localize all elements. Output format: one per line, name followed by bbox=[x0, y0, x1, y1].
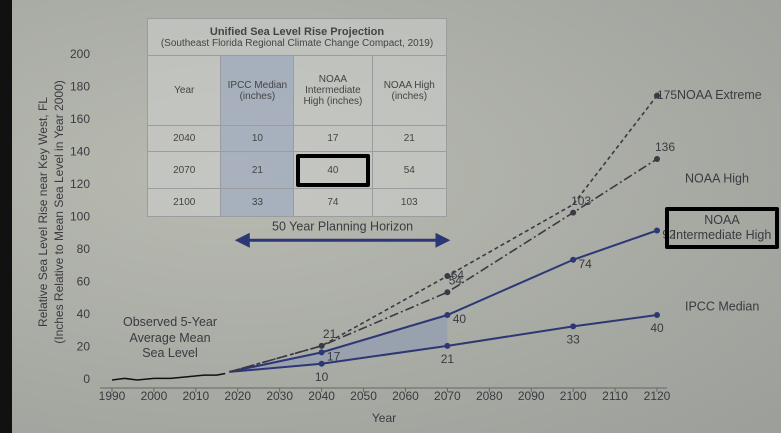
x-tick-label: 1990 bbox=[99, 389, 126, 403]
series-name-box: NOAA Intermediate High bbox=[663, 205, 781, 251]
y-tick-label: 160 bbox=[70, 112, 90, 126]
table-cell: 2040 bbox=[146, 125, 222, 152]
y-tick-label: 0 bbox=[83, 372, 90, 386]
data-label: 10 bbox=[315, 370, 329, 384]
x-tick-label: 2040 bbox=[308, 389, 335, 403]
table-cell: 21 bbox=[220, 151, 295, 189]
table-cell: NOAA High (inches) bbox=[371, 55, 448, 126]
y-tick-label: 120 bbox=[70, 177, 90, 191]
x-tick-label: 2120 bbox=[644, 389, 671, 403]
table-cell: 33 bbox=[220, 188, 295, 217]
data-label: 64 bbox=[451, 268, 465, 282]
data-label: 21 bbox=[323, 327, 337, 341]
y-axis-label: (Inches Relative to Mean Sea Level in Ye… bbox=[52, 80, 66, 344]
data-point bbox=[318, 349, 325, 356]
data-label: 92 bbox=[662, 228, 676, 242]
table-cell: 54 bbox=[371, 151, 448, 189]
table-cell: 74 bbox=[293, 188, 373, 217]
data-point bbox=[318, 360, 325, 367]
x-tick-label: 2020 bbox=[224, 389, 251, 403]
table-cell: 10 bbox=[220, 125, 295, 152]
data-point bbox=[570, 323, 577, 330]
series-name: NOAA Extreme bbox=[677, 88, 762, 102]
table-cell: 2070 bbox=[146, 151, 222, 189]
table-row: 2100 33 74 103 bbox=[146, 188, 448, 217]
table-subtitle: (Southeast Florida Regional Climate Chan… bbox=[160, 37, 434, 49]
data-point bbox=[654, 227, 660, 234]
table-cell: NOAA Intermediate High (inches) bbox=[293, 55, 373, 126]
y-tick-label: 60 bbox=[77, 275, 91, 289]
x-tick-label: 2030 bbox=[266, 389, 293, 403]
series-name: NOAA Intermediate High bbox=[663, 205, 781, 251]
table-cell: 103 bbox=[371, 188, 448, 217]
x-tick-label: 2050 bbox=[350, 389, 377, 403]
observed-note: Observed 5-Year Average Mean Sea Level bbox=[122, 315, 218, 361]
observed-line bbox=[111, 372, 226, 381]
data-label: 54 bbox=[449, 273, 463, 287]
x-tick-label: 2110 bbox=[602, 389, 628, 403]
horizon-label: 50 Year Planning Horizon bbox=[272, 220, 413, 234]
table-title: Unified Sea Level Rise Projection bbox=[209, 25, 385, 38]
data-point bbox=[654, 156, 660, 162]
x-tick-label: 2060 bbox=[392, 389, 419, 403]
table-cell: 17 bbox=[293, 125, 373, 152]
y-tick-label: 80 bbox=[77, 242, 91, 256]
projection-table: Unified Sea Level Rise Projection (South… bbox=[146, 18, 448, 217]
frame-edge bbox=[0, 0, 12, 433]
data-point bbox=[444, 273, 451, 279]
data-point bbox=[654, 312, 660, 318]
data-label: 175 bbox=[657, 88, 677, 102]
data-label: 74 bbox=[578, 257, 592, 271]
series-name: IPCC Median bbox=[685, 299, 759, 313]
observed-label: Observed 5-Year Average Mean Sea Level bbox=[122, 315, 218, 361]
data-point bbox=[444, 342, 451, 349]
data-point bbox=[570, 209, 577, 216]
table-caption: Unified Sea Level Rise Projection (South… bbox=[147, 18, 447, 56]
data-point bbox=[318, 342, 325, 349]
data-point bbox=[570, 256, 577, 263]
x-tick-label: 2090 bbox=[518, 389, 545, 403]
table-row: 2070 21 40 54 bbox=[146, 151, 448, 189]
x-tick-label: 2000 bbox=[141, 389, 168, 403]
data-label: 40 bbox=[453, 312, 467, 326]
data-point bbox=[444, 312, 451, 318]
y-tick-label: 100 bbox=[70, 210, 90, 224]
data-label: 17 bbox=[327, 350, 341, 364]
x-tick-label: 2010 bbox=[182, 389, 209, 403]
y-tick-label: 140 bbox=[70, 145, 90, 159]
y-tick-label: 200 bbox=[70, 47, 90, 61]
data-label: 21 bbox=[441, 352, 455, 366]
x-tick-label: 2070 bbox=[434, 389, 461, 403]
data-point bbox=[444, 289, 451, 296]
data-point bbox=[654, 92, 660, 99]
data-label: 40 bbox=[650, 321, 664, 335]
table-cell: 2100 bbox=[146, 188, 222, 217]
y-tick-label: 40 bbox=[77, 307, 91, 321]
table-cell: 40 bbox=[293, 151, 373, 189]
series-line bbox=[229, 229, 658, 373]
table-cell: Year bbox=[146, 55, 222, 126]
y-tick-label: 180 bbox=[70, 80, 90, 94]
y-axis-label: Relative Sea Level Rise near Key West, F… bbox=[36, 97, 50, 327]
table-cell: 21 bbox=[371, 125, 448, 152]
table-cell: IPCC Median (inches) bbox=[220, 55, 295, 126]
x-tick-label: 2100 bbox=[560, 389, 587, 403]
x-tick-label: 2080 bbox=[476, 389, 503, 403]
data-label: 33 bbox=[566, 333, 580, 347]
data-label: 103 bbox=[571, 194, 591, 208]
series-name: NOAA High bbox=[685, 171, 749, 185]
table-row: 2040 10 17 21 bbox=[146, 125, 448, 152]
y-tick-label: 20 bbox=[77, 340, 91, 354]
data-label: 136 bbox=[655, 140, 675, 154]
x-axis-label: Year bbox=[372, 411, 396, 425]
